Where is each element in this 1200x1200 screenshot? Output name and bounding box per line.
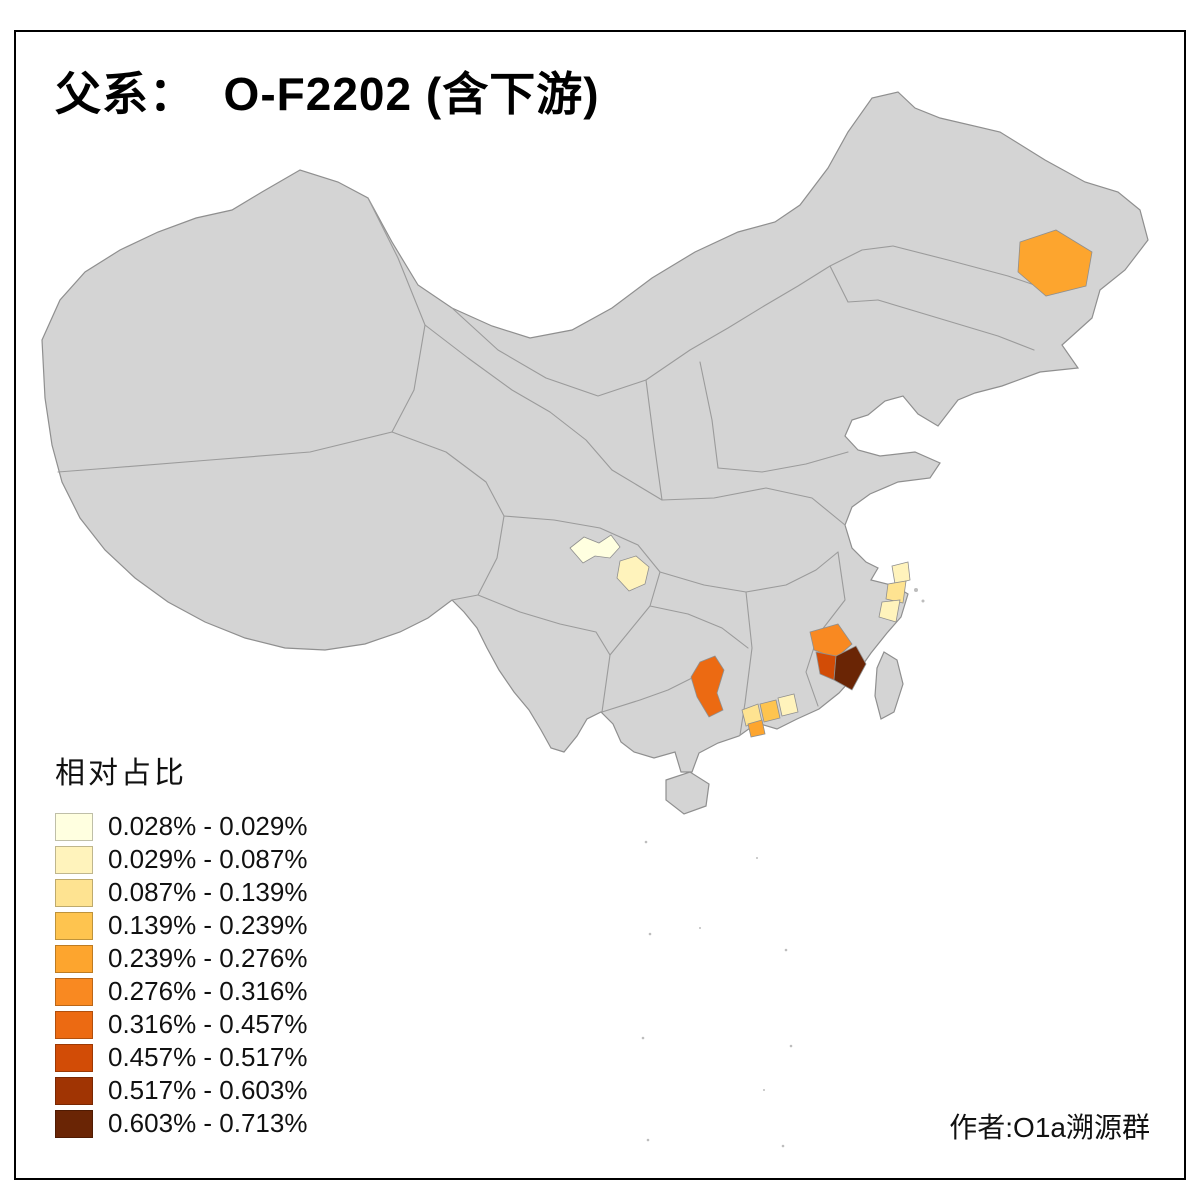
islet: [914, 588, 918, 592]
legend-title: 相对占比: [55, 757, 187, 790]
islet: [646, 1138, 650, 1142]
legend-label: 0.276% - 0.316%: [108, 976, 308, 1006]
region-zhejiang-coast-south: [878, 599, 901, 623]
legend-row: 0.239% - 0.276%: [55, 942, 307, 975]
region-guangxi-area: [690, 655, 725, 718]
islet: [921, 599, 925, 603]
region-heilongjiang-area: [1017, 229, 1093, 297]
legend-swatch: [55, 911, 93, 940]
islet: [781, 1144, 785, 1148]
taiwan-island: [874, 651, 904, 720]
legend-label: 0.029% - 0.087%: [108, 844, 308, 874]
province-border: [57, 431, 393, 473]
legend-label: 0.457% - 0.517%: [108, 1042, 308, 1072]
islet: [644, 840, 648, 844]
province-border: [649, 605, 749, 649]
region-zhejiang-coast-middle: [885, 580, 907, 604]
province-border: [601, 677, 693, 713]
legend-label: 0.603% - 0.713%: [108, 1108, 308, 1138]
legend-row: 0.087% - 0.139%: [55, 876, 307, 909]
credit-text: 作者:O1a溯源群: [949, 1112, 1150, 1143]
region-guangdong-delta: [747, 719, 766, 738]
region-zhejiang-coast-north: [891, 561, 911, 585]
province-border: [645, 379, 663, 501]
islet: [784, 948, 788, 952]
legend-swatch: [55, 1076, 93, 1105]
province-border: [699, 361, 719, 469]
legend-swatch: [55, 845, 93, 874]
province-border: [611, 469, 846, 526]
province-border: [717, 451, 849, 473]
islet: [756, 857, 758, 859]
region-fujian-coast: [833, 645, 867, 691]
region-sichuan-area: [569, 534, 621, 564]
legend-swatch: [55, 1109, 93, 1138]
islet: [789, 1044, 793, 1048]
islet: [763, 1089, 765, 1091]
islet: [699, 927, 701, 929]
legend-label: 0.316% - 0.457%: [108, 1009, 308, 1039]
legend-label: 0.239% - 0.276%: [108, 943, 308, 973]
legend-swatch: [55, 977, 93, 1006]
region-guangdong-central: [759, 699, 781, 723]
legend-row: 0.457% - 0.517%: [55, 1041, 307, 1074]
province-border: [451, 245, 894, 397]
region-guangdong-east: [777, 693, 799, 717]
legend-row: 0.316% - 0.457%: [55, 1008, 307, 1041]
sea-islets: [641, 588, 925, 1148]
legend-swatch: [55, 1010, 93, 1039]
province-border: [739, 591, 753, 736]
province-border: [424, 324, 613, 471]
region-fujian-inland: [809, 623, 853, 659]
legend-swatch: [55, 944, 93, 973]
legend-label: 0.517% - 0.603%: [108, 1075, 308, 1105]
legend: 相对占比 0.028% - 0.029% 0.029% - 0.087% 0.0…: [55, 748, 307, 1140]
page-title: 父系： O-F2202 (含下游): [55, 68, 600, 120]
highlighted-regions: [569, 229, 1093, 738]
legend-row: 0.028% - 0.029%: [55, 810, 307, 843]
legend-label: 0.028% - 0.029%: [108, 811, 308, 841]
hainan-island: [665, 771, 710, 815]
china-mainland: [41, 91, 1149, 773]
region-chongqing-area: [616, 555, 650, 592]
legend-row: 0.603% - 0.713%: [55, 1107, 307, 1140]
province-border: [877, 299, 1035, 351]
legend-swatch: [55, 878, 93, 907]
legend-row: 0.029% - 0.087%: [55, 843, 307, 876]
islet: [648, 932, 652, 936]
province-border: [477, 594, 611, 713]
province-border: [829, 265, 879, 303]
legend-row: 0.517% - 0.603%: [55, 1074, 307, 1107]
legend-swatch: [55, 812, 93, 841]
legend-swatch: [55, 1043, 93, 1072]
map-base: [41, 91, 1149, 815]
legend-row: 0.276% - 0.316%: [55, 975, 307, 1008]
legend-label: 0.139% - 0.239%: [108, 910, 308, 940]
province-border: [659, 551, 839, 593]
legend-row: 0.139% - 0.239%: [55, 909, 307, 942]
legend-label: 0.087% - 0.139%: [108, 877, 308, 907]
islet: [641, 1036, 645, 1040]
